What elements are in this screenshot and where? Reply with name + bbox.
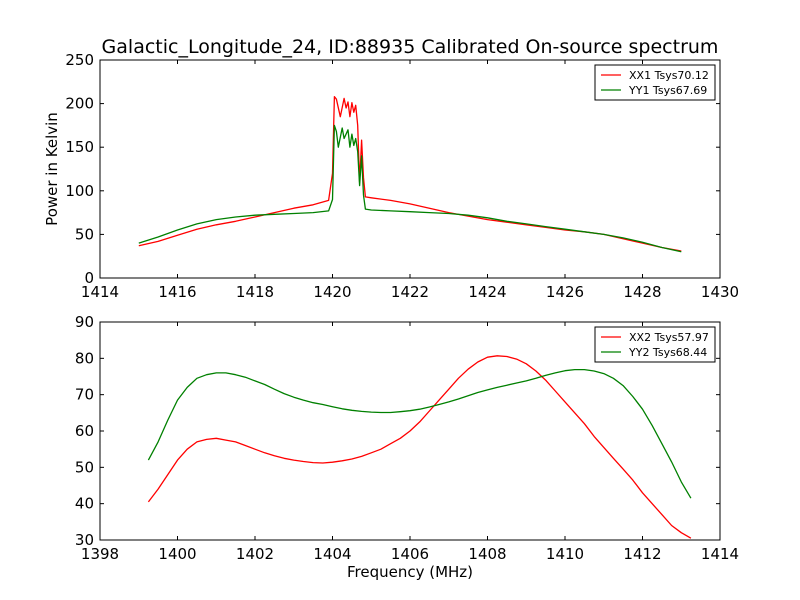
- top-y-tick-label: 100: [65, 182, 94, 200]
- bottom-x-tick-label: 1406: [391, 545, 429, 563]
- bottom-x-tick-label: 1412: [623, 545, 661, 563]
- bottom-y-tick-label: 70: [75, 386, 94, 404]
- top-legend-box: [594, 64, 716, 101]
- top-x-tick-label: 1416: [158, 283, 196, 301]
- bottom-x-tick-label: 1408: [468, 545, 506, 563]
- top-x-tick-label: 1428: [623, 283, 661, 301]
- bottom-y-tick-label: 80: [75, 349, 94, 367]
- bottom-y-tick-label: 50: [75, 458, 94, 476]
- bottom-series-line-xx: [147, 355, 692, 539]
- bottom-y-tick-label: 60: [75, 422, 94, 440]
- top-legend-yy-label: YY1 Tsys67.69: [628, 84, 707, 97]
- bottom-series-line-yy: [147, 368, 692, 499]
- top-legend-xx-label: XX1 Tsys70.12: [629, 69, 709, 82]
- top-x-tick-label: 1424: [468, 283, 506, 301]
- bottom-y-tick-label: 90: [75, 313, 94, 331]
- figure-title: Galactic_Longitude_24, ID:88935 Calibrat…: [102, 36, 719, 58]
- top-spectrum-chart: 1414 1416 1418 1420 1422 1424 1426 1428 1430 0 50 1…: [43, 51, 739, 301]
- top-series-line-xx: [138, 95, 682, 252]
- top-x-tick-label: 1426: [546, 283, 584, 301]
- top-x-tick-label: 1430: [701, 283, 739, 301]
- bottom-x-tick-label: 1404: [313, 545, 351, 563]
- top-y-tick-label: 0: [84, 269, 94, 287]
- bottom-spectrum-chart: 1398 1400 1402 1404 1406 1408 1410 1412 1414 30 40…: [75, 313, 739, 563]
- top-x-tick-label: 1420: [313, 283, 351, 301]
- top-y-tick-label: 150: [65, 138, 94, 156]
- top-y-tick-label: 250: [65, 51, 94, 69]
- top-y-tick-label: 50: [75, 225, 94, 243]
- top-y-axis-label: Power in Kelvin: [43, 112, 61, 226]
- bottom-x-tick-label: 1398: [81, 545, 119, 563]
- bottom-legend-xx-label: XX2 Tsys57.97: [629, 331, 709, 344]
- x-axis-label: Frequency (MHz): [347, 563, 473, 581]
- bottom-y-tick-label: 40: [75, 495, 94, 513]
- bottom-x-tick-label: 1400: [158, 545, 196, 563]
- top-y-tick-label: 200: [65, 95, 94, 113]
- top-x-tick-label: 1422: [391, 283, 429, 301]
- top-series-line-yy: [138, 124, 682, 253]
- bottom-plot-area: 1398 1400 1402 1404 1406 1408 1410 1412 1414 30 40…: [75, 313, 739, 563]
- bottom-legend: XX2 Tsys57.97 YY2 Tsys68.44: [594, 326, 716, 363]
- bottom-legend-box: [594, 326, 716, 363]
- bottom-x-tick-label: 1402: [236, 545, 274, 563]
- bottom-x-tick-label: 1414: [701, 545, 739, 563]
- top-legend: XX1 Tsys70.12 YY1 Tsys67.69: [594, 64, 716, 101]
- bottom-legend-yy-label: YY2 Tsys68.44: [628, 346, 707, 359]
- bottom-x-tick-label: 1410: [546, 545, 584, 563]
- top-x-tick-label: 1418: [236, 283, 274, 301]
- top-plot-area: 1414 1416 1418 1420 1422 1424 1426 1428 1430 0 50 1…: [43, 51, 739, 301]
- top-x-tick-label: 1414: [81, 283, 119, 301]
- bottom-y-tick-label: 30: [75, 531, 94, 549]
